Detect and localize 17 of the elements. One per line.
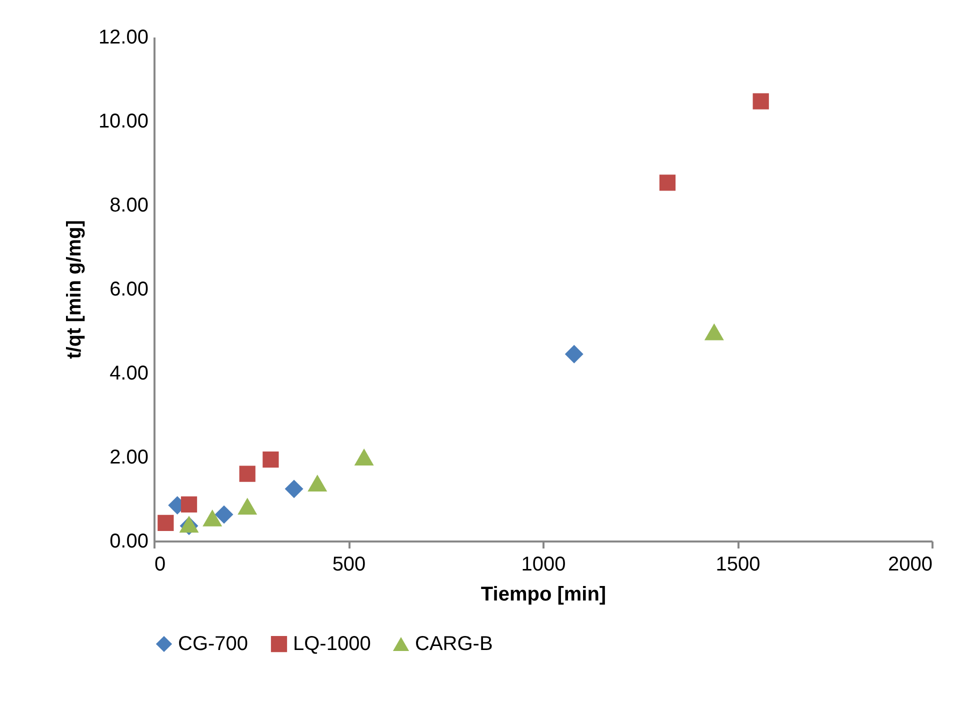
x-tick-label: 500: [332, 554, 366, 576]
y-tick-label: 10.00: [98, 110, 148, 132]
x-tick-label: 2000: [888, 554, 932, 576]
y-tick-label: 2.00: [110, 446, 148, 468]
y-tick-label: 12.00: [98, 26, 148, 48]
y-tick-label: 0.00: [110, 530, 148, 552]
legend-label: CARG-B: [415, 633, 493, 655]
x-axis-title: Tiempo [min]: [480, 584, 606, 606]
y-axis-title: t/qt [min g/mg]: [63, 220, 86, 359]
y-tick-label: 8.00: [110, 194, 148, 216]
x-tick-label: 1500: [716, 554, 760, 576]
y-tick-label: 4.00: [110, 362, 148, 384]
x-tick-label: 1000: [521, 554, 566, 576]
legend-label: LQ-1000: [293, 633, 371, 655]
x-tick-label: 0: [154, 554, 166, 576]
y-tick-label: 6.00: [110, 278, 148, 300]
legend-label: CG-700: [178, 633, 248, 655]
